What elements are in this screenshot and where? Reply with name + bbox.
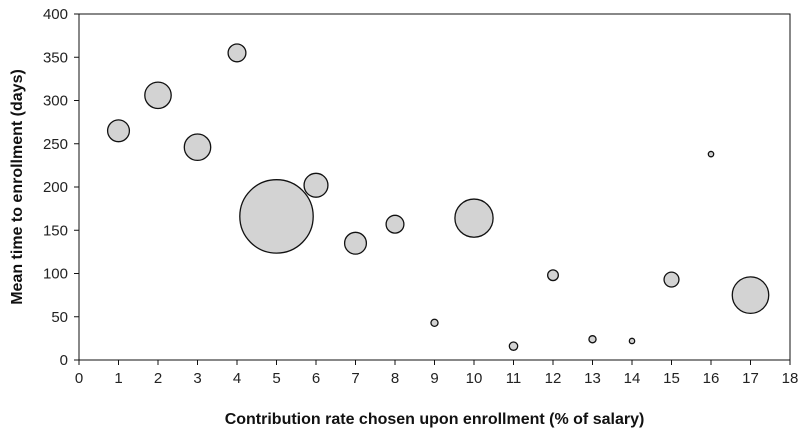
x-tick-label: 18 — [782, 370, 798, 387]
y-tick-label: 150 — [43, 222, 68, 239]
x-tick-labels: 0 1 2 3 4 5 6 7 8 9 10 11 12 13 14 15 16 17 18 — [75, 370, 798, 387]
bubble-point — [454, 198, 494, 238]
bubble-point — [343, 231, 368, 255]
x-tick-label: 15 — [663, 370, 680, 387]
y-axis-title: Mean time to enrollment (days) — [9, 69, 26, 305]
x-axis-title: Contribution rate chosen upon enrollment… — [225, 411, 645, 428]
x-tick-label: 16 — [703, 370, 720, 387]
x-tick-label: 2 — [154, 370, 162, 387]
x-tick-label: 13 — [584, 370, 601, 387]
bubble-point — [430, 318, 439, 328]
bubble-point — [547, 269, 559, 282]
bubble-point — [663, 271, 680, 288]
x-tick-label: 1 — [114, 370, 122, 387]
y-tick-label: 300 — [43, 93, 68, 110]
y-tick-label: 100 — [43, 266, 68, 283]
y-tick-label: 350 — [43, 49, 68, 66]
plot-area-frame — [78, 13, 791, 361]
bubble-point — [731, 276, 770, 315]
bubble-point — [707, 150, 715, 158]
bubble-point — [239, 179, 314, 254]
bubble-point — [144, 81, 172, 110]
bubble-point — [385, 214, 405, 234]
x-tick-label: 5 — [272, 370, 280, 387]
x-tick-label: 11 — [506, 370, 522, 387]
bubble-point — [628, 337, 636, 345]
x-tick-label: 9 — [430, 370, 438, 387]
x-tick-label: 7 — [351, 370, 359, 387]
bubble-point — [303, 172, 329, 198]
y-tick-labels: 0 50 100 150 200 250 300 350 400 — [43, 6, 68, 369]
x-tick-label: 4 — [233, 370, 241, 387]
x-tick-label: 6 — [312, 370, 320, 387]
bubble-point — [183, 133, 212, 162]
bubble-point — [588, 335, 597, 344]
y-tick-label: 50 — [51, 309, 68, 326]
y-tick-label: 0 — [60, 352, 68, 369]
x-tick-label: 0 — [75, 370, 83, 387]
x-tick-label: 12 — [545, 370, 562, 387]
x-tick-label: 3 — [193, 370, 201, 387]
y-tick-label: 400 — [43, 6, 68, 23]
bubble-point — [227, 43, 247, 63]
bubble-point — [508, 341, 519, 351]
y-tick-label: 200 — [43, 179, 68, 196]
axis-ticks — [74, 13, 791, 365]
y-tick-label: 250 — [43, 136, 68, 153]
x-tick-label: 14 — [624, 370, 641, 387]
x-tick-label: 10 — [466, 370, 483, 387]
x-tick-label: 8 — [391, 370, 399, 387]
bubble-series — [106, 43, 770, 351]
x-tick-label: 17 — [742, 370, 759, 387]
bubble-point — [106, 119, 131, 143]
